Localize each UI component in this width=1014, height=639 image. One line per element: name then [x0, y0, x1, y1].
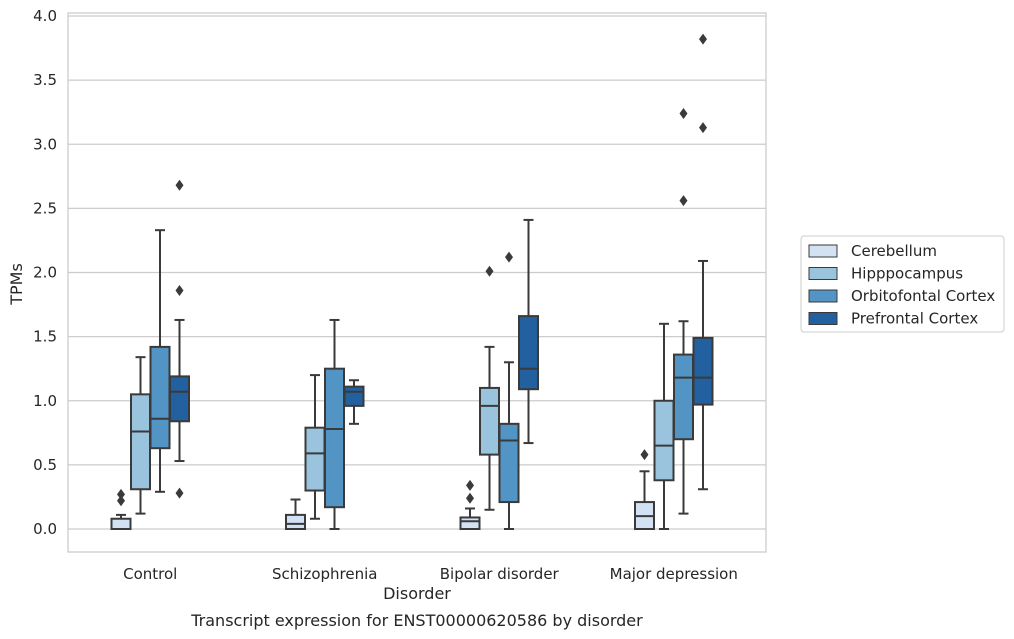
box-cerebellum-2: [459, 479, 481, 531]
outlier-point: [117, 488, 125, 500]
box-iqr: [110, 517, 132, 530]
box-iqr: [324, 367, 345, 509]
y-tick-label: 0.5: [33, 456, 57, 474]
outlier-point: [485, 265, 494, 277]
outlier-point: [175, 487, 184, 499]
box-prefrontal-cortex-0: [169, 179, 190, 499]
legend-swatch: [808, 244, 838, 258]
outlier-point: [640, 449, 649, 461]
legend-swatch: [808, 312, 838, 325]
legend-swatch: [808, 289, 838, 303]
x-tick-label: Schizophrenia: [272, 565, 377, 583]
box-iqr: [479, 386, 500, 456]
box-orbitofontal-cortex-1: [324, 318, 345, 530]
outlier-point: [679, 195, 688, 207]
y-tick-label: 1.0: [33, 392, 57, 410]
y-tick-label: 3.0: [33, 135, 57, 153]
legend-label: Orbitofontal Cortex: [851, 287, 995, 305]
legend: Cerebellum Hipppocampus Orbitofontal Corte…: [800, 235, 1005, 333]
legend-frame: [800, 235, 1005, 333]
box-iqr: [285, 513, 306, 531]
x-axis-label: Disorder: [383, 584, 451, 603]
legend-label: Hipppocampus: [851, 265, 963, 283]
y-tick-label: 4.0: [33, 7, 57, 25]
y-tick-label: 0.0: [33, 520, 57, 538]
box-iqr: [343, 385, 365, 407]
y-tick-label: 2.0: [33, 264, 57, 282]
outlier-point: [679, 107, 688, 119]
outlier-point: [505, 251, 513, 263]
outlier-point: [175, 179, 184, 191]
y-axis-label: TPMs: [7, 263, 26, 306]
outlier-point: [466, 492, 474, 504]
y-tick-label: 3.5: [33, 71, 57, 89]
box-iqr: [498, 422, 520, 504]
box-iqr: [692, 336, 714, 406]
box-hipppocampus-1: [304, 374, 326, 520]
y-tick-label: 2.5: [33, 199, 57, 217]
box-hipppocampus-0: [130, 356, 151, 515]
x-tick-label: Bipolar disorder: [440, 565, 560, 583]
box-iqr: [673, 353, 694, 441]
x-tick-label: Control: [123, 565, 177, 583]
x-tick-label: Major depression: [610, 565, 738, 583]
box-cerebellum-3: [634, 449, 655, 531]
box-orbitofontal-cortex-3: [673, 107, 694, 515]
legend-label: Prefrontal Cortex: [851, 310, 978, 328]
box-iqr: [304, 426, 326, 492]
box-prefrontal-cortex-3: [692, 33, 714, 491]
box-iqr: [653, 399, 675, 482]
y-axis-ticks: 0.0 0.5 1.0 1.5 2.0 2.5 3.0 3.5 4.0: [33, 7, 57, 538]
y-tick-label: 1.5: [33, 328, 57, 346]
plot-frame: [67, 12, 767, 553]
box-iqr: [459, 516, 481, 531]
box-prefrontal-cortex-1: [343, 379, 365, 425]
box-iqr: [169, 375, 190, 423]
x-axis-ticks: Control Schizophrenia Bipolar disorder Majo…: [123, 565, 738, 583]
box-hipppocampus-3: [653, 322, 675, 530]
outlier-point: [466, 479, 474, 491]
outlier-point: [175, 284, 184, 296]
box-cerebellum-0: [110, 488, 132, 530]
box-cerebellum-1: [285, 498, 306, 531]
box-orbitofontal-cortex-2: [498, 251, 520, 530]
outlier-point: [699, 33, 707, 45]
box-iqr: [149, 345, 171, 450]
plot-area: [110, 33, 714, 531]
box-prefrontal-cortex-2: [518, 218, 539, 445]
box-hipppocampus-2: [479, 265, 500, 511]
chart-caption: Transcript expression for ENST0000062058…: [190, 611, 643, 630]
outlier-point: [699, 122, 707, 134]
box-iqr: [130, 393, 151, 491]
legend-label: Cerebellum: [851, 242, 937, 260]
legend-swatch: [808, 267, 838, 280]
outlier-point: [117, 495, 125, 507]
box-orbitofontal-cortex-0: [149, 229, 171, 493]
box-iqr: [518, 315, 539, 391]
